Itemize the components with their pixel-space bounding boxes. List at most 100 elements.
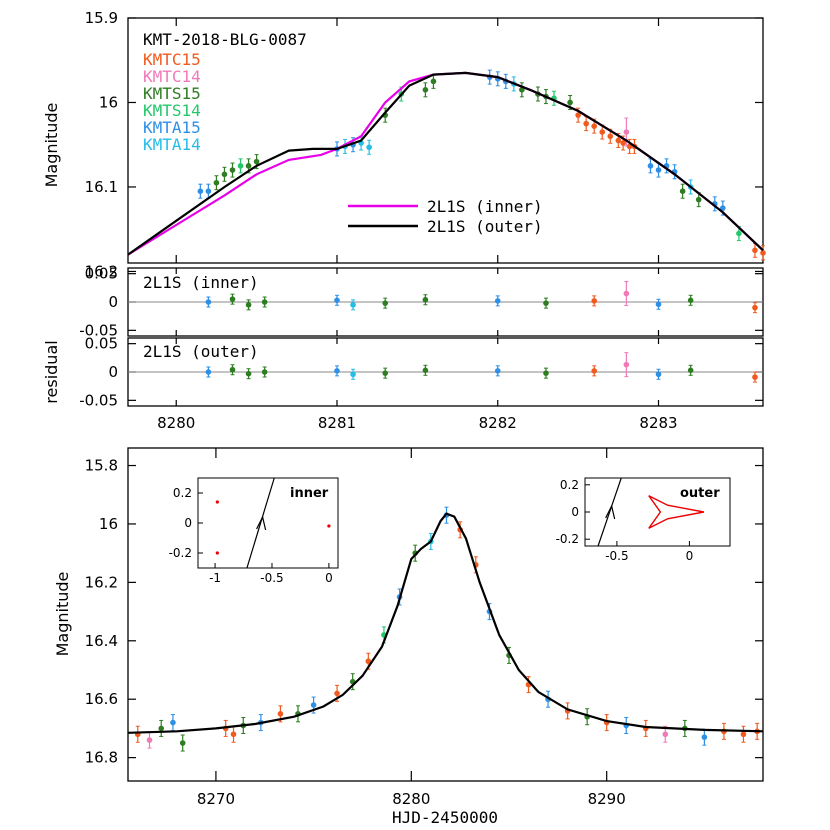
inset-inner-label: inner bbox=[290, 486, 329, 501]
y-tick-label: 16.4 bbox=[85, 632, 118, 650]
inset-y-tick-label: 0 bbox=[184, 516, 192, 530]
bottom-model-curve bbox=[127, 512, 764, 734]
point-kmtc15 bbox=[615, 137, 622, 144]
point-kmts15 bbox=[430, 78, 437, 85]
x-tick-label: 8270 bbox=[197, 790, 235, 808]
inset-inner-content: 0.2 0 -0.2 -1 -0.5 0 bbox=[169, 477, 333, 585]
inset-x-tick-label: 0 bbox=[325, 571, 333, 585]
residual-point bbox=[687, 367, 694, 374]
top-x-tick-labels: 8280 8281 8282 8283 bbox=[157, 414, 677, 432]
y-tick-label: 0 bbox=[108, 363, 118, 381]
legend-kmtc15: KMTC15 bbox=[143, 50, 201, 69]
residual-point bbox=[655, 371, 662, 378]
residual-point bbox=[205, 299, 212, 305]
legend-kmtc14: KMTC14 bbox=[143, 67, 201, 86]
residual-inner-label: 2L1S (inner) bbox=[143, 273, 259, 292]
top-models bbox=[127, 71, 764, 256]
caustic-outline bbox=[648, 495, 705, 529]
x-tick-label: 8290 bbox=[588, 790, 626, 808]
y-tick-label: 15.8 bbox=[85, 457, 118, 475]
point-kmta15 bbox=[655, 167, 662, 173]
y-tick-label: 16.2 bbox=[85, 262, 118, 280]
inset-y-tick-label: -0.2 bbox=[556, 532, 579, 546]
y-tick-label: 16.2 bbox=[85, 573, 118, 591]
inset-x-tick-label: -0.5 bbox=[605, 549, 628, 563]
residual-point bbox=[261, 299, 268, 305]
residual-point bbox=[229, 366, 236, 373]
residual-point bbox=[494, 298, 501, 304]
y-tick-label: 16.1 bbox=[85, 178, 118, 196]
point-kmts15 bbox=[695, 196, 702, 203]
inset-outer-label: outer bbox=[680, 486, 720, 501]
source-trajectory bbox=[597, 477, 622, 547]
point-kmts15 bbox=[221, 171, 228, 178]
model-legend-inner-label: 2L1S (inner) bbox=[427, 197, 543, 216]
point-kmtc15 bbox=[752, 247, 758, 254]
point-kmta15 bbox=[197, 188, 204, 194]
point-kmtc15 bbox=[599, 129, 606, 135]
full-light-curve-panel: 15.8 16 16.2 16.4 16.6 16.8 8270 8280 8290 Magni… bbox=[53, 447, 764, 827]
residual-point bbox=[382, 370, 389, 376]
point-kmts15 bbox=[245, 163, 252, 169]
top-y-ticks: 15.9 16 16.1 16.2 bbox=[85, 9, 763, 280]
point-kmtc15 bbox=[620, 140, 626, 146]
point-kmts15 bbox=[679, 188, 686, 194]
lightcurve-point bbox=[310, 702, 317, 708]
top-y-axis-title: Magnitude bbox=[42, 103, 61, 188]
point-kmts15 bbox=[213, 179, 220, 186]
residual-point bbox=[623, 290, 630, 297]
y-tick-label: 0.05 bbox=[85, 335, 118, 353]
y-tick-label: 16.8 bbox=[85, 749, 118, 767]
y-tick-label: -0.05 bbox=[79, 391, 118, 409]
lightcurve-point bbox=[740, 731, 747, 738]
residual-point bbox=[494, 368, 501, 374]
point-kmtc14 bbox=[623, 129, 630, 135]
point-kmts15 bbox=[229, 167, 236, 173]
caustic bbox=[327, 524, 331, 528]
residual-point bbox=[229, 296, 236, 302]
lightcurve-point bbox=[277, 711, 284, 717]
residual-point bbox=[752, 304, 758, 311]
trajectory-arrow bbox=[256, 515, 267, 531]
inset-inner-frame bbox=[197, 477, 339, 569]
bottom-axis-ticks: 15.8 16 16.2 16.4 16.6 16.8 8270 8280 8290 bbox=[85, 448, 763, 808]
x-tick-label: 8280 bbox=[392, 790, 430, 808]
residual-point bbox=[334, 368, 340, 374]
inset-x-tick-label: -0.5 bbox=[260, 571, 283, 585]
inset-x-tick-label: 0 bbox=[686, 549, 694, 563]
residual-inner-points bbox=[205, 281, 758, 314]
point-kmta14 bbox=[366, 144, 372, 151]
y-tick-label: 16 bbox=[99, 515, 118, 533]
y-tick-label: 16.6 bbox=[85, 690, 118, 708]
lightcurve-point bbox=[662, 731, 669, 738]
y-tick-label: 0 bbox=[108, 293, 118, 311]
point-kmtc15 bbox=[583, 120, 589, 127]
point-kmts15 bbox=[422, 87, 429, 93]
x-tick-label: 8282 bbox=[479, 414, 517, 432]
residual-point bbox=[350, 302, 356, 308]
model-curve-outer bbox=[127, 71, 764, 256]
inset-inner: 0.2 0 -0.2 -1 -0.5 0 inner bbox=[169, 477, 339, 585]
legend-kmts14: KMTS14 bbox=[143, 101, 201, 120]
y-tick-label: 15.9 bbox=[85, 9, 118, 27]
lightcurve-point bbox=[170, 719, 176, 726]
residual-point bbox=[752, 374, 758, 380]
residual-point bbox=[205, 369, 212, 375]
lightcurve-point bbox=[334, 690, 340, 697]
x-tick-label: 8281 bbox=[318, 414, 356, 432]
legend-kmts15: KMTS15 bbox=[143, 84, 201, 103]
point-kmts15 bbox=[519, 87, 525, 93]
bottom-panel-frame bbox=[127, 447, 764, 782]
residual-outer-points bbox=[205, 352, 758, 383]
lightcurve-point bbox=[230, 731, 237, 738]
inset-y-tick-label: 0 bbox=[571, 505, 579, 519]
top-light-curve-panel: 15.9 16 16.1 16.2 Magnitude KMT-2018-BLG-00… bbox=[42, 9, 766, 280]
inset-y-tick-label: 0.2 bbox=[173, 486, 192, 500]
event-label: KMT-2018-BLG-0087 bbox=[143, 30, 307, 49]
point-kmta15 bbox=[720, 205, 726, 211]
point-kmta15 bbox=[205, 188, 212, 194]
point-kmts15 bbox=[567, 99, 573, 106]
residual-point bbox=[334, 297, 340, 304]
bottom-x-axis-title: HJD-2450000 bbox=[392, 808, 498, 827]
lightcurve-point bbox=[365, 658, 372, 665]
